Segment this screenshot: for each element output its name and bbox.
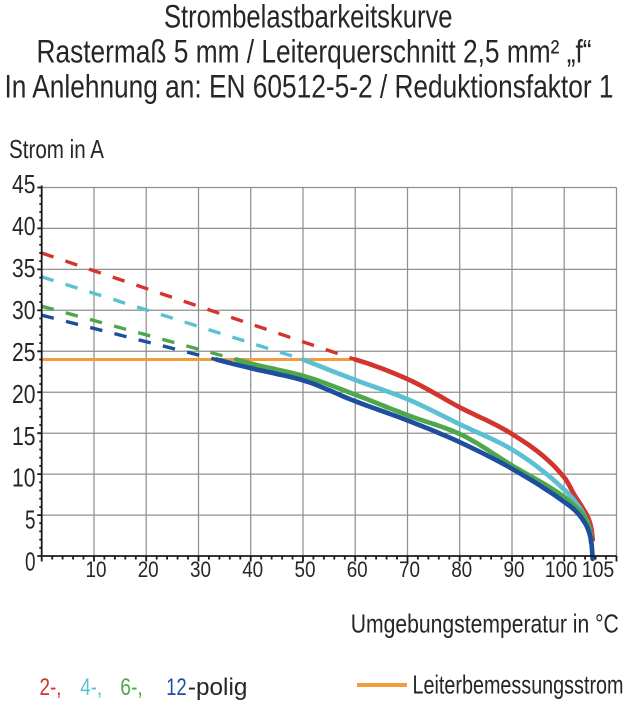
svg-text:15: 15 [12,423,36,451]
svg-text:In Anlehnung an: EN 60512-5-2: In Anlehnung an: EN 60512-5-2 / Reduktio… [5,69,614,105]
svg-text:10: 10 [12,465,36,493]
svg-text:70: 70 [399,557,420,582]
svg-text:Strombelastbarkeitskurve: Strombelastbarkeitskurve [164,0,453,35]
svg-text:90: 90 [504,557,525,582]
svg-text:20: 20 [138,557,159,582]
svg-text:60: 60 [347,557,368,582]
svg-text:40: 40 [242,557,263,582]
svg-text:35: 35 [12,255,36,283]
svg-text:-polig: -polig [188,674,248,701]
svg-text:50: 50 [295,557,316,582]
svg-text:Leiterbemessungsstrom: Leiterbemessungsstrom [413,669,624,699]
svg-text:12: 12 [166,674,186,701]
svg-text:10: 10 [86,557,107,582]
svg-text:4-,: 4-, [80,674,102,701]
svg-text:20: 20 [12,381,36,409]
svg-text:5: 5 [25,507,36,535]
svg-text:40: 40 [12,213,36,241]
svg-text:6-,: 6-, [120,674,143,701]
svg-text:30: 30 [190,557,211,582]
svg-text:80: 80 [451,557,472,582]
svg-text:0: 0 [25,549,36,577]
svg-text:105: 105 [582,557,615,582]
svg-text:Umgebungstemperatur in °C: Umgebungstemperatur in °C [351,609,619,639]
svg-text:100: 100 [545,557,578,582]
svg-text:Rastermaß 5 mm / Leiterquersch: Rastermaß 5 mm / Leiterquerschnitt 2,5 m… [37,34,592,70]
svg-text:25: 25 [12,339,36,367]
svg-text:45: 45 [12,171,36,199]
svg-text:30: 30 [12,297,36,325]
svg-text:2-,: 2-, [40,674,62,701]
svg-text:Strom in A: Strom in A [9,134,105,164]
